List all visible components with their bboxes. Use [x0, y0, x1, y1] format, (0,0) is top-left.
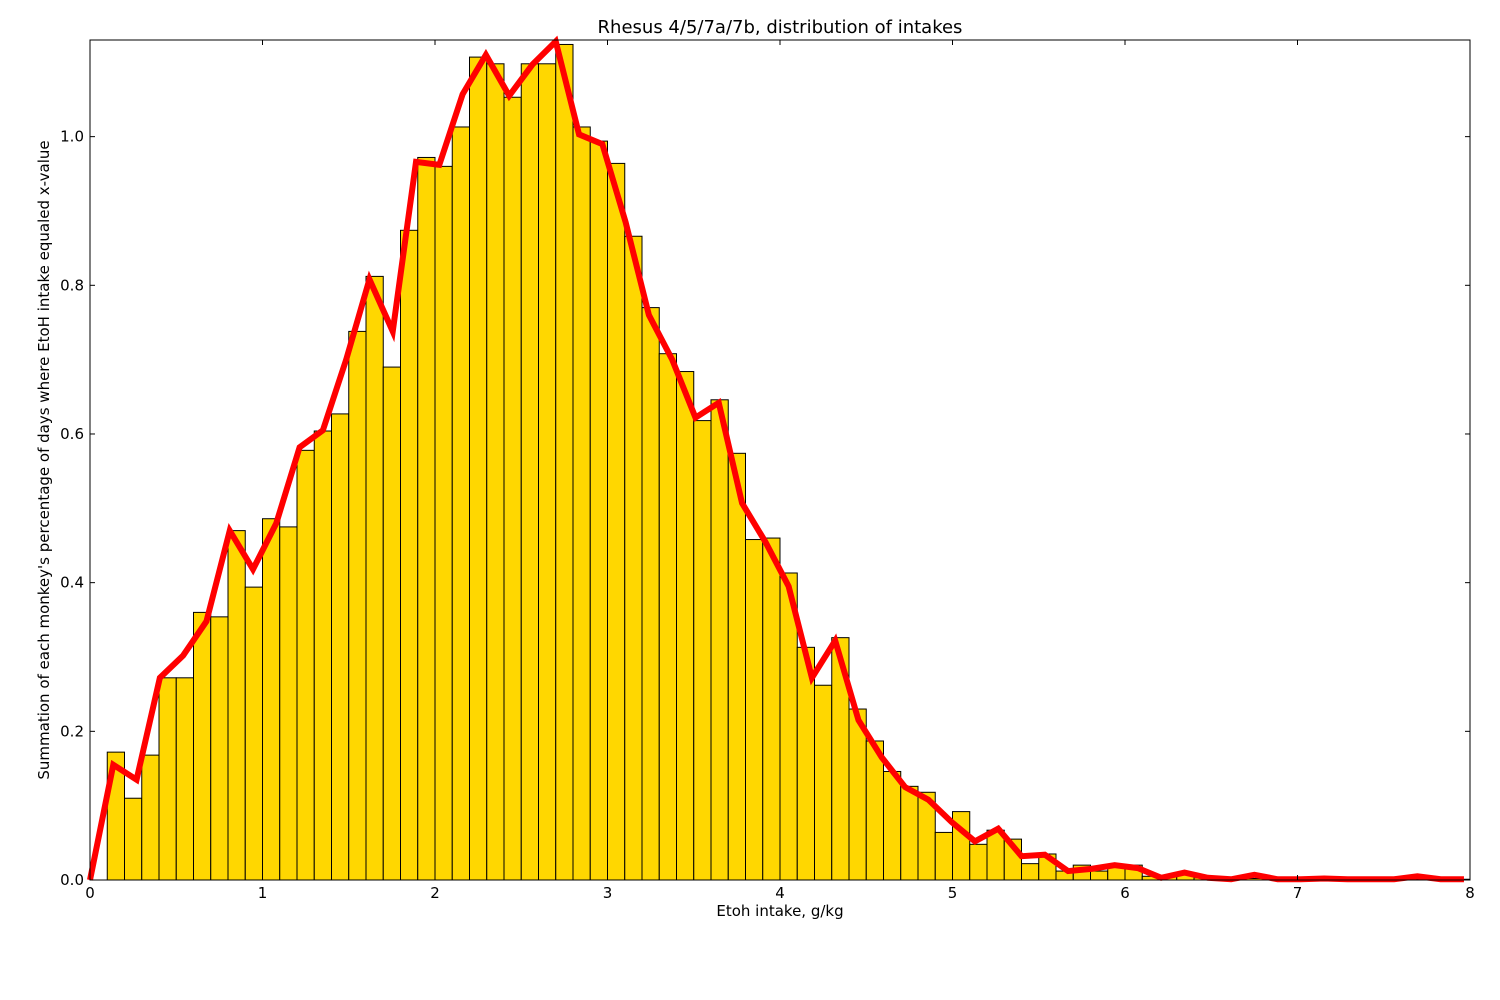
histogram-bar: [158, 677, 177, 881]
histogram-bar: [520, 63, 539, 881]
y-tick-label: 0.4: [60, 574, 84, 592]
x-tick-label: 2: [430, 884, 440, 902]
histogram-bar: [762, 537, 781, 881]
histogram-bar: [572, 126, 591, 881]
x-axis-label: Etoh intake, g/kg: [716, 902, 843, 920]
histogram-bar: [227, 530, 246, 881]
histogram-bar: [538, 63, 557, 881]
x-tick-label: 4: [775, 884, 785, 902]
x-tick-label: 1: [258, 884, 268, 902]
histogram-bar: [727, 452, 746, 881]
histogram-bar: [607, 162, 626, 881]
histogram-bar: [382, 366, 401, 881]
x-tick-label: 8: [1465, 884, 1475, 902]
histogram-bar: [451, 126, 470, 881]
histogram-bar: [175, 677, 194, 881]
histogram-bar: [296, 449, 315, 881]
x-tick-label: 0: [85, 884, 95, 902]
y-tick-label: 0.0: [60, 871, 84, 889]
y-tick-label: 1.0: [60, 128, 84, 146]
density-line-path: [87, 35, 1464, 883]
histogram-bar: [848, 708, 867, 881]
y-tick-label: 0.8: [60, 276, 84, 294]
histogram-bar: [503, 96, 522, 881]
histogram-bar: [400, 229, 419, 881]
x-axis-ticks: 0 1 2 3 4 5 6 7 8: [85, 40, 1475, 902]
density-line: [87, 35, 1464, 883]
histogram-bar: [193, 611, 212, 881]
y-tick-label: 0.6: [60, 425, 84, 443]
histogram-bar: [865, 740, 884, 881]
histogram-bar: [210, 616, 229, 881]
histogram-bar: [624, 235, 643, 881]
histogram-bar: [124, 797, 143, 881]
histogram-bar: [900, 785, 919, 881]
histogram-bar: [814, 684, 833, 881]
x-tick-label: 3: [603, 884, 613, 902]
histogram-bar: [244, 586, 263, 881]
histogram-bar: [986, 829, 1005, 881]
histogram-bar: [1021, 863, 1040, 881]
histogram-bar: [589, 140, 608, 881]
histogram-bar: [434, 165, 453, 881]
histogram-bar: [417, 156, 436, 881]
histogram-bar: [348, 330, 367, 881]
x-tick-label: 6: [1120, 884, 1130, 902]
histogram-bar: [469, 56, 488, 881]
histogram-bar: [969, 843, 988, 881]
histogram-bar: [555, 43, 574, 881]
y-axis-label: Summation of each monkey's percentage of…: [35, 140, 53, 779]
histogram-bar: [279, 526, 298, 881]
histogram-bar: [710, 399, 729, 881]
histogram-bar: [262, 518, 281, 881]
histogram-bar: [365, 275, 384, 881]
histogram-bar: [883, 770, 902, 881]
histogram-bar: [141, 754, 160, 881]
histogram-bar: [641, 307, 660, 881]
chart-title: Rhesus 4/5/7a/7b, distribution of intake…: [598, 17, 963, 38]
histogram-bar: [934, 831, 953, 881]
x-tick-label: 7: [1293, 884, 1303, 902]
histogram-bar: [658, 353, 677, 881]
x-tick-label: 5: [948, 884, 958, 902]
histogram-bar: [676, 371, 695, 881]
y-axis-ticks: 0.0 0.2 0.4 0.6 0.8 1.0: [60, 128, 1470, 889]
histogram-bar: [331, 413, 350, 881]
y-tick-label: 0.2: [60, 722, 84, 740]
histogram-bar: [745, 539, 764, 881]
histogram-bar: [313, 430, 332, 881]
histogram-bar: [1090, 870, 1109, 881]
histogram-bar: [486, 63, 505, 881]
histogram-bar: [693, 420, 712, 881]
